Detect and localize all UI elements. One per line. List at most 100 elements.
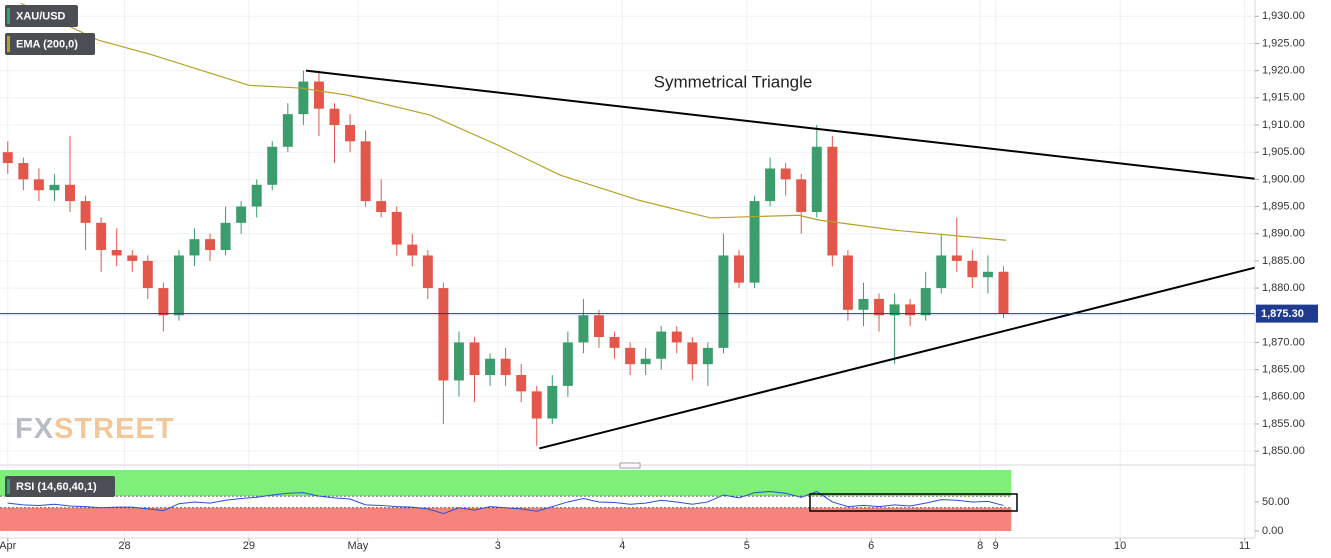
candle-body (687, 342, 698, 365)
legend-symbol: XAU/USD (16, 10, 66, 22)
y-tick-label: 1,865.00 (1262, 364, 1305, 376)
candle-body (360, 141, 371, 202)
candle-body (189, 239, 200, 256)
x-tick-label: 6 (868, 540, 874, 552)
legend-box (5, 476, 115, 497)
y-tick-label: 1,925.00 (1262, 37, 1305, 49)
candle-body (889, 304, 900, 316)
legend-swatch (7, 36, 10, 52)
candle-body (422, 255, 433, 289)
candle-body (842, 255, 853, 310)
rsi-line (7, 490, 1004, 515)
y-tick-label: 1,880.00 (1262, 282, 1305, 294)
x-tick-label: 5 (744, 540, 750, 552)
last-price-label: 1,875.30 (1261, 308, 1304, 320)
rsi-y-tick-label: 50.00 (1262, 496, 1290, 508)
candle-body (998, 271, 1009, 314)
rsi-legend[interactable]: RSI (14,60,40,1) (5, 476, 115, 497)
y-tick-label: 1,895.00 (1262, 200, 1305, 212)
candle-body (718, 255, 729, 348)
candle-body (65, 184, 75, 202)
legend-rsi: RSI (14,60,40,1) (16, 481, 97, 493)
candle-body (329, 108, 340, 126)
candle-body (111, 250, 122, 256)
ema-legend[interactable]: EMA (200,0) (5, 33, 95, 55)
candle-body (905, 304, 916, 316)
candle-body (578, 315, 589, 343)
x-tick-label: May (347, 540, 368, 552)
y-tick-label: 1,900.00 (1262, 173, 1305, 185)
symbol-legend[interactable]: XAU/USD (5, 5, 78, 27)
x-tick-label: 28 (118, 540, 130, 552)
candle-body (811, 146, 822, 212)
watermark: FXSTREET (15, 413, 174, 445)
candle-body (391, 211, 402, 245)
x-tick-label: 9 (993, 540, 999, 552)
candle-body (33, 179, 44, 191)
last-price-box (1256, 304, 1318, 323)
legend-swatch (7, 479, 10, 494)
y-tick-label: 1,885.00 (1262, 255, 1305, 267)
candle-body (640, 358, 651, 365)
candle-body (920, 288, 931, 316)
candle-body (547, 385, 558, 419)
candle-body (765, 168, 776, 202)
candle-body (127, 255, 138, 261)
candle-body (173, 255, 184, 316)
pattern-annotation: Symmetrical Triangle (654, 72, 813, 91)
candle-body (267, 146, 278, 185)
candle-body (80, 201, 91, 223)
candle-body (982, 271, 993, 278)
candle-body (874, 298, 884, 316)
candle-body (516, 375, 527, 392)
candle-body (376, 201, 387, 212)
candle-body (656, 331, 667, 359)
trendline (539, 266, 1255, 450)
y-tick-label: 1,860.00 (1262, 391, 1305, 403)
y-tick-label: 1,855.00 (1262, 418, 1305, 430)
candle-body (220, 222, 231, 251)
rsi-oversold-zone (0, 507, 1012, 531)
y-tick-label: 1,930.00 (1262, 10, 1305, 22)
candle-body (345, 125, 356, 142)
candle-body (453, 342, 464, 381)
x-tick-label: 3 (495, 540, 501, 552)
y-tick-label: 1,890.00 (1262, 228, 1305, 240)
candle-body (2, 152, 13, 164)
price-panel (0, 2, 1255, 450)
y-tick-label: 1,910.00 (1262, 119, 1305, 131)
legend-box (5, 5, 78, 27)
y-tick-label: 1,850.00 (1262, 445, 1305, 457)
candle-body (298, 81, 309, 115)
candle-body (827, 146, 838, 256)
candle-body (49, 184, 60, 191)
candle-body (780, 168, 791, 180)
candle-body (236, 206, 247, 223)
candle-body (469, 342, 480, 376)
candle-body (18, 163, 29, 180)
rsi-overbought-zone (0, 470, 1012, 497)
candle-body (951, 255, 962, 261)
candle-body (251, 184, 262, 207)
watermark-street: STREET (54, 413, 174, 445)
grid-layer (0, 0, 1255, 538)
candle-body (858, 298, 869, 310)
candle-body (796, 179, 807, 212)
candle-body (702, 347, 713, 365)
x-tick-label: 4 (619, 540, 625, 552)
legend-box (5, 33, 95, 55)
candle-body (531, 391, 542, 419)
legend-ema: EMA (200,0) (16, 38, 78, 50)
x-tick-label: 29 (243, 540, 255, 552)
x-tick-label: Apr (0, 540, 17, 552)
y-tick-label: 1,920.00 (1262, 65, 1305, 77)
candle-body (500, 358, 511, 376)
candle-body (407, 244, 418, 256)
rsi-highlight-box (809, 493, 1018, 512)
panel-handle[interactable] (619, 462, 641, 469)
y-tick-label: 1,915.00 (1262, 92, 1305, 104)
rsi-y-tick-label: 0.00 (1262, 525, 1283, 537)
candle-body (438, 288, 449, 381)
candle-body (142, 260, 153, 289)
